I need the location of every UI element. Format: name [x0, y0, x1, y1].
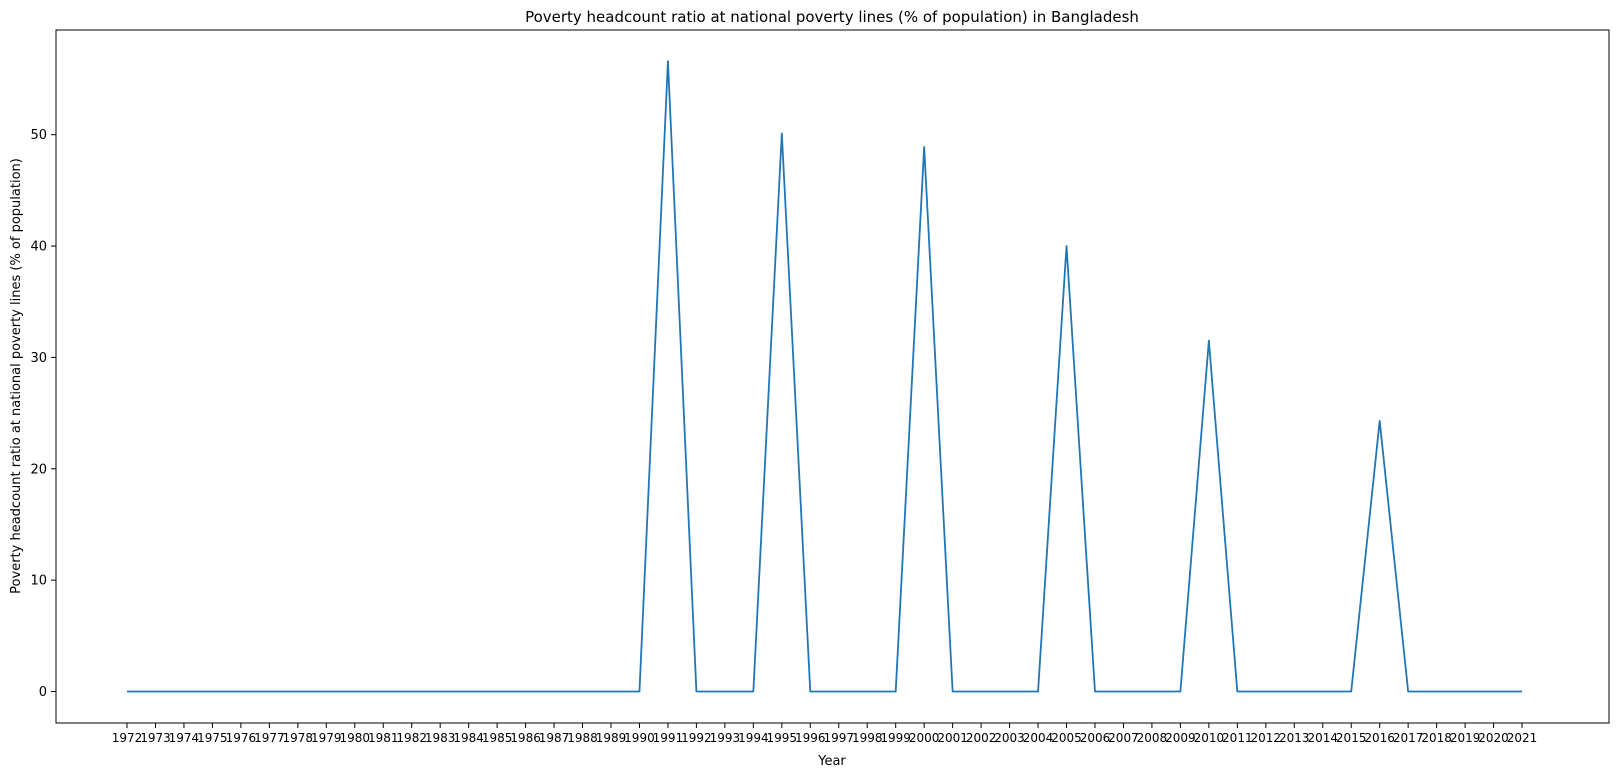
- x-tick-label: 1974: [169, 731, 200, 745]
- y-tick-label: 20: [30, 462, 47, 477]
- series-line: [127, 60, 1523, 693]
- x-tick-label: 2010: [1194, 731, 1225, 745]
- x-tick-label: 1985: [482, 731, 513, 745]
- x-tick-label: 2020: [1478, 731, 1509, 745]
- chart-title: Poverty headcount ratio at national pove…: [525, 8, 1139, 26]
- x-tick-label: 2019: [1450, 731, 1481, 745]
- y-tick-label: 0: [39, 685, 47, 700]
- x-tick-label: 1986: [510, 731, 541, 745]
- x-tick-label: 2015: [1336, 731, 1367, 745]
- x-tick-label: 1982: [396, 731, 427, 745]
- x-tick-label: 1977: [254, 731, 285, 745]
- x-tick-label: 2016: [1364, 731, 1395, 745]
- x-tick-label: 1997: [823, 731, 854, 745]
- x-tick-label: 1992: [681, 731, 712, 745]
- x-tick-label: 2003: [994, 731, 1025, 745]
- y-tick-label: 40: [30, 240, 47, 255]
- x-tick-label: 1996: [795, 731, 826, 745]
- x-tick-label: 2013: [1279, 731, 1310, 745]
- x-tick-label: 1998: [852, 731, 883, 745]
- x-tick-label: 2011: [1222, 731, 1253, 745]
- x-tick-label: 2007: [1108, 731, 1139, 745]
- y-tick-label: 50: [30, 128, 47, 143]
- series-group: [127, 60, 1523, 693]
- x-tick-label: 1999: [880, 731, 911, 745]
- x-axis-ticks: 1972197319741975197619771978197919801981…: [112, 723, 1538, 745]
- x-tick-label: 2002: [966, 731, 997, 745]
- x-tick-label: 1993: [710, 731, 741, 745]
- x-tick-label: 2018: [1421, 731, 1452, 745]
- x-tick-label: 1989: [596, 731, 627, 745]
- plot-area: [55, 29, 1610, 724]
- x-tick-label: 1988: [567, 731, 598, 745]
- x-tick-label: 2008: [1137, 731, 1168, 745]
- y-axis-label: Poverty headcount ratio at national pove…: [9, 158, 24, 594]
- x-tick-label: 1973: [140, 731, 171, 745]
- x-tick-label: 1991: [653, 731, 684, 745]
- x-axis-label: Year: [817, 754, 846, 769]
- x-tick-label: 1972: [112, 731, 143, 745]
- x-tick-label: 1979: [311, 731, 342, 745]
- x-tick-label: 1994: [738, 731, 769, 745]
- x-tick-label: 2005: [1051, 731, 1082, 745]
- x-tick-label: 2021: [1507, 731, 1538, 745]
- x-tick-label: 1981: [368, 731, 399, 745]
- x-tick-label: 2012: [1251, 731, 1282, 745]
- x-tick-label: 2009: [1165, 731, 1196, 745]
- y-tick-label: 30: [30, 351, 47, 366]
- x-tick-label: 1976: [226, 731, 257, 745]
- x-tick-label: 1983: [425, 731, 456, 745]
- x-tick-label: 2001: [937, 731, 968, 745]
- x-tick-label: 1990: [624, 731, 655, 745]
- x-tick-label: 1978: [283, 731, 314, 745]
- x-tick-label: 2000: [909, 731, 940, 745]
- x-tick-label: 2017: [1393, 731, 1424, 745]
- x-tick-label: 1995: [767, 731, 798, 745]
- x-tick-label: 1980: [339, 731, 370, 745]
- x-tick-label: 1984: [453, 731, 484, 745]
- x-tick-label: 1987: [539, 731, 570, 745]
- y-axis-ticks: 0 10 20 30 40 50: [30, 128, 56, 700]
- x-tick-label: 2004: [1023, 731, 1054, 745]
- y-tick-label: 10: [30, 574, 47, 589]
- x-tick-label: 2006: [1080, 731, 1111, 745]
- x-tick-label: 2014: [1307, 731, 1338, 745]
- x-tick-label: 1975: [197, 731, 228, 745]
